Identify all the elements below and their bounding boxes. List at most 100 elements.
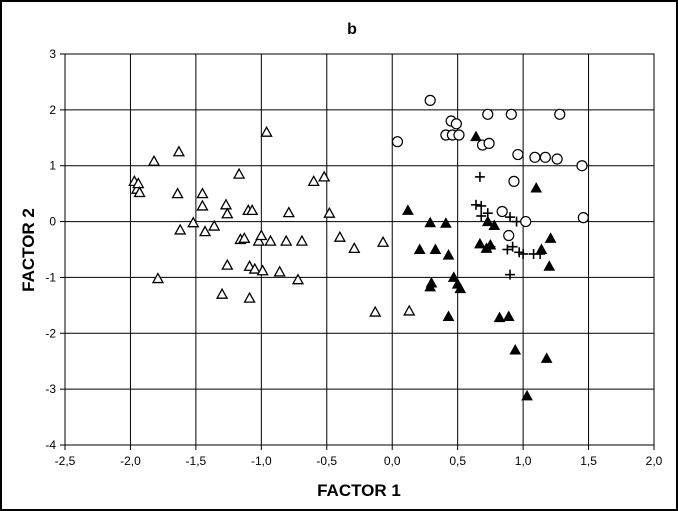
y-tick-labels: -4 -3 -2 -1 0 1 2 3 [45,47,56,452]
open-circle-point [508,175,520,187]
filled-triangle-point [488,219,501,230]
open-triangle-point [256,264,269,276]
open-triangle-point [323,206,336,218]
filled-triangle-point [481,215,494,227]
open-triangle-point [151,272,165,284]
plus-point [505,212,516,223]
y-tick-label: -2 [45,326,56,340]
open-triangle-point [171,187,184,199]
y-tick-label: 3 [49,47,56,61]
open-circle-point [453,129,465,141]
open-triangle-point [215,287,229,299]
open-triangle-point [219,198,233,210]
filled-triangle-point [440,217,452,228]
open-triangle-point [348,242,361,254]
open-circle-point [512,148,524,161]
open-triangle-point [403,304,416,316]
filled-triangle-point [474,237,486,249]
filled-triangle-point [454,282,467,294]
data-points [128,94,589,401]
open-circle-point [505,108,517,120]
open-circle-point [483,137,495,149]
plus-point [507,241,518,252]
open-triangle-point [238,231,251,243]
open-triangle-point [147,154,161,166]
y-tick-label: 0 [49,215,56,229]
open-circle-point [450,118,462,130]
plus-point [474,171,485,182]
open-triangle-point [196,187,209,199]
plot-area-border [64,53,655,446]
open-triangle-point [307,175,320,187]
filled-triangle-point [442,310,455,322]
plus-point [535,248,546,259]
plus-point [482,208,493,219]
open-triangle-point [187,216,200,228]
filled-triangle-point [447,271,460,282]
open-circle-point [576,160,588,172]
open-triangle-point [174,223,187,235]
filled-triangle-point [413,243,426,254]
plus-point [505,269,516,280]
plus-point [476,210,487,221]
filled-triangle-point [442,249,455,260]
open-triangle-point [273,265,286,277]
open-circle-point [391,136,404,148]
open-triangle-point [208,219,221,231]
filled-triangle-point [543,260,556,271]
x-tick-label: -1,5 [186,454,207,468]
x-tick-label: 2,0 [646,454,663,468]
open-triangle-point [198,225,212,237]
y-tick-label: -1 [45,270,56,284]
x-tick-labels: -2,5 -2,0 -1,5 -1,0 -0,5 0,0 0,5 1,0 1,5 2,0 [55,454,663,468]
filled-triangle-point [530,182,543,193]
open-triangle-point [172,145,185,157]
open-triangle-point [196,199,209,211]
filled-triangle-point [429,243,442,254]
x-tick-label: -1,0 [251,454,272,468]
open-circle-point [577,212,589,224]
open-triangle-point [221,258,234,270]
filled-triangle-point [402,204,414,215]
open-triangle-point [282,206,295,218]
plus-point [485,241,496,252]
open-circle-point [554,108,566,120]
y-tick-label: -4 [45,438,56,452]
open-circle-point [539,151,551,163]
open-triangle-point [133,186,146,198]
y-tick-label: -3 [45,382,56,396]
filled-triangle-point [544,232,557,243]
x-tick-label: 1,0 [515,454,532,468]
open-triangle-point [132,177,145,189]
open-circle-point [551,153,563,165]
y-tick-label: 1 [49,159,56,173]
open-triangle-point [246,204,259,216]
open-triangle-point [376,235,390,247]
x-tick-label: -0,5 [316,454,337,468]
open-triangle-point [291,273,305,285]
gridlines [64,53,655,446]
filled-triangle-point [424,280,437,292]
plus-point [476,200,487,211]
x-tick-label: 1,5 [580,454,597,468]
open-triangle-point [333,230,346,242]
open-circle-point [503,229,515,242]
open-triangle-point [243,291,256,303]
x-tick-label: 0,0 [384,454,401,468]
filled-triangle-point [470,130,482,142]
open-circle-point [520,215,532,228]
x-tick-label: -2,5 [55,454,76,468]
filled-triangle-point [424,216,437,228]
plus-point [502,244,513,255]
open-triangle-point [252,234,265,246]
open-triangle-point [295,234,309,246]
plus-point [511,216,522,227]
plus-point [518,248,529,259]
y-tick-label: 2 [49,103,56,117]
axes [60,53,655,450]
open-triangle-point [255,229,268,241]
open-triangle-point [369,305,382,317]
open-circle-point [482,108,494,120]
